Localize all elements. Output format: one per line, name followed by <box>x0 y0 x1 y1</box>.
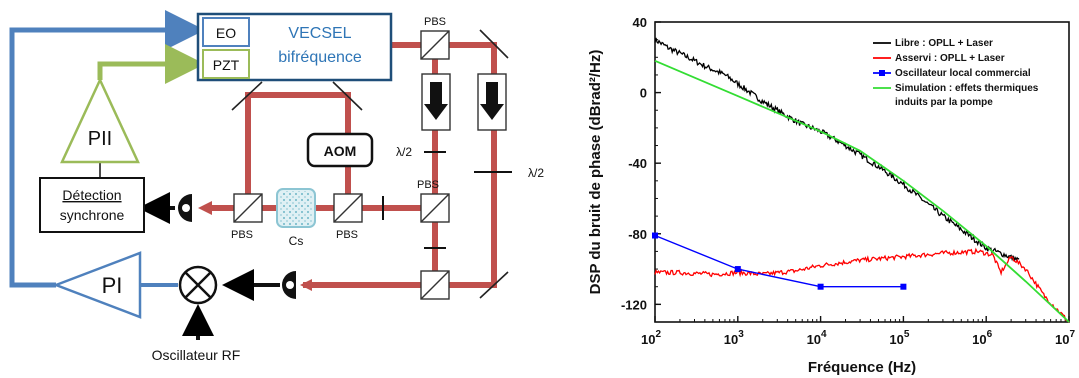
eo-box <box>202 17 250 47</box>
pbs-label-right: PBS <box>336 229 358 241</box>
beam-arrowhead-right <box>300 279 312 291</box>
photodetector-right <box>282 271 296 299</box>
x-axis-title: Fréquence (Hz) <box>808 359 916 376</box>
x-tick-label: 104 <box>807 329 827 347</box>
phase-noise-chart: 40 0 -40 -80 -120 102 103 104 105 106 107 Libre : O… <box>587 15 1075 376</box>
data-point-marker <box>734 266 741 273</box>
y-tick-label: -120 <box>621 297 647 312</box>
pi-label: PI <box>102 273 123 298</box>
photodetector-left <box>178 194 192 222</box>
vecsel-label: VECSEL <box>288 25 351 42</box>
y-tick-label: 40 <box>633 15 647 30</box>
detection-label-line1: Détection <box>62 187 121 203</box>
mixer-icon <box>178 265 218 305</box>
beam-arrowhead <box>198 201 212 215</box>
x-tick-label: 105 <box>889 329 909 347</box>
legend-marker <box>879 70 885 76</box>
legend-label: Libre : OPLL + Laser <box>895 38 993 49</box>
setup-diagram: EO PZT VECSEL bifréquence PBS PBS PBS PB… <box>9 10 544 363</box>
legend-label: Simulation : effets thermiques <box>895 83 1039 94</box>
x-tick-label: 103 <box>724 329 744 347</box>
pii-label: PII <box>88 128 112 150</box>
blue-feedback-line <box>9 10 205 288</box>
isolators <box>421 73 507 131</box>
aom-box <box>306 132 374 168</box>
green-feedback-line <box>97 44 205 84</box>
y-tick-label: 0 <box>640 86 647 101</box>
pzt-box <box>202 49 250 79</box>
legend-label: induits par la pompe <box>895 97 993 108</box>
data-point-marker <box>652 232 658 239</box>
y-tick-label: -80 <box>628 227 647 242</box>
detection-box <box>39 177 145 233</box>
halfwave-label-1: λ/2 <box>396 145 412 159</box>
data-point-marker <box>900 283 907 290</box>
pi-amplifier <box>52 251 142 319</box>
plot-area <box>654 21 1070 323</box>
pzt-label: PZT <box>213 57 240 73</box>
halfwave-plates <box>382 151 512 249</box>
pbs-cubes <box>233 30 450 300</box>
x-tick-label: 107 <box>1055 329 1075 347</box>
pbs-label-left: PBS <box>231 229 253 241</box>
pbs-label-top: PBS <box>424 16 446 28</box>
mirrors <box>231 29 509 299</box>
pbs-label-mid: PBS <box>417 179 439 191</box>
data-point-marker <box>817 283 824 290</box>
eo-label: EO <box>216 25 236 41</box>
series-simulation-effets-thermiques-induits-par-la-pompe <box>654 59 1070 323</box>
x-tick-label: 102 <box>641 329 661 347</box>
aom-label: AOM <box>324 143 357 159</box>
y-tick-label: -40 <box>628 156 647 171</box>
series-libre-opll-laser <box>654 37 1020 262</box>
series-oscillateur-local-commercial <box>654 234 904 288</box>
halfwave-label-2: λ/2 <box>528 166 544 180</box>
y-axis-title: DSP du bruit de phase (dBrad²/Hz) <box>587 50 604 295</box>
series-asservi-opll-laser <box>654 247 1070 323</box>
pii-amplifier <box>60 77 140 164</box>
legend-label: Oscillateur local commercial <box>895 68 1031 79</box>
cs-label: Cs <box>289 234 304 248</box>
x-tick-label: 106 <box>972 329 992 347</box>
legend-label: Asservi : OPLL + Laser <box>895 53 1005 64</box>
detection-label-line2: synchrone <box>60 207 125 223</box>
vecsel-subtitle: bifréquence <box>278 49 362 66</box>
oscillator-label: Oscillateur RF <box>152 347 241 363</box>
